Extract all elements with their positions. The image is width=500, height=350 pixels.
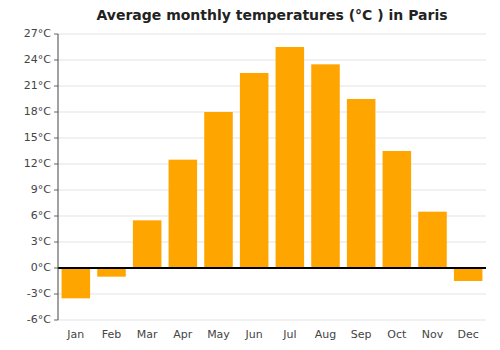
bar [276,47,305,268]
bar [204,112,233,268]
y-tick [54,268,58,269]
x-tick-label: Feb [102,328,121,341]
y-tick [54,34,58,35]
y-tick [54,216,58,217]
y-tick [54,138,58,139]
x-tick-label: Apr [173,328,193,341]
y-tick [54,164,58,165]
y-tick [54,86,58,87]
grid-line [58,112,486,113]
y-tick-label: 27°C [24,27,51,40]
y-tick [54,60,58,61]
grid-line [58,268,486,269]
y-tick-label: 3°C [31,235,51,248]
grid-line [58,138,486,139]
y-tick-label: -3°C [27,287,51,300]
x-tick-label: Oct [387,328,407,341]
grid-line [58,320,486,321]
y-tick-label: 24°C [24,53,51,66]
x-tick-label: Sep [351,328,372,341]
grid-line [58,60,486,61]
y-tick [54,294,58,295]
x-tick-label: Jun [245,328,263,341]
y-axis-line [58,34,59,320]
y-tick-label: 21°C [24,79,51,92]
bar [97,268,126,277]
grid-line [58,164,486,165]
y-tick-label: 18°C [24,105,51,118]
y-tick-label: 9°C [31,183,51,196]
y-tick [54,190,58,191]
grid-line [58,294,486,295]
y-tick-label: 12°C [24,157,51,170]
bar [169,160,198,268]
zero-line [58,267,486,269]
y-tick [54,320,58,321]
x-tick-label: Jul [282,328,296,341]
bar [311,64,340,268]
bar [62,268,91,298]
bar [347,99,376,268]
y-tick [54,112,58,113]
grid-line [58,86,486,87]
chart: Average monthly temperatures (°C ) in Pa… [0,0,500,350]
x-tick-label: Aug [315,328,336,341]
title: Average monthly temperatures (°C ) in Pa… [96,7,447,23]
bar [454,268,483,281]
y-tick [54,242,58,243]
x-tick-label: Jan [66,328,84,341]
grid [58,34,486,320]
bar [240,73,269,268]
grid-line [58,190,486,191]
x-tick-label: Mar [137,328,158,341]
y-tick-label: -6°C [27,313,51,326]
x-tick-label: Nov [422,328,444,341]
x-tick-label: Dec [458,328,479,341]
y-tick-label: 15°C [24,131,51,144]
y-tick-label: 6°C [31,209,51,222]
bar [133,220,162,268]
x-tick-label: May [207,328,230,341]
bar [383,151,412,268]
grid-line [58,34,486,35]
bar [418,212,447,268]
y-tick-label: 0°C [31,261,51,274]
